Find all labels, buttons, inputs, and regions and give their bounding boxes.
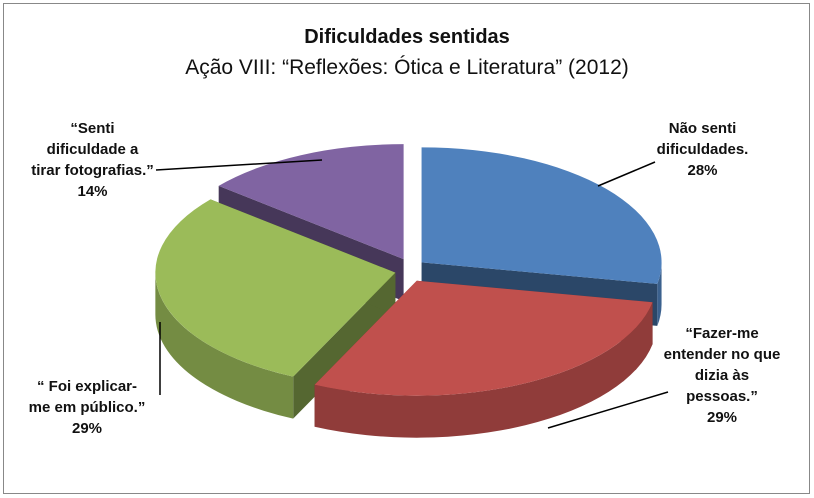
value-label: 14%: [77, 183, 108, 200]
value-label: 29%: [71, 420, 103, 437]
pie-slice: [155, 199, 396, 377]
pie-slice: [421, 147, 662, 284]
pie: [155, 144, 662, 438]
slice-outer-side: [657, 262, 662, 326]
leader-line: [597, 161, 656, 187]
pie-slice: [218, 144, 404, 260]
pie-slice: [314, 280, 653, 396]
leader-line: [547, 391, 669, 429]
data-label: “Fazer-me entender no que dizia às pesso…: [662, 323, 782, 428]
chart-subtitle: Ação VIII: “Reflexões: Ótica e Literatur…: [185, 56, 629, 79]
category-label: “Senti dificuldade a tirar fotografias.”: [31, 120, 154, 179]
leader-line: [155, 159, 323, 171]
value-label: 29%: [706, 409, 738, 426]
category-label: Não senti dificuldades.: [656, 120, 749, 158]
category-label: “ Foi explicar-me em público.”: [28, 378, 146, 416]
value-label: 28%: [687, 162, 718, 179]
data-label: “ Foi explicar-me em público.” 29%: [28, 376, 146, 439]
slice-outer-side: [314, 302, 653, 438]
category-label: “Fazer-me entender no que dizia às pesso…: [663, 325, 781, 405]
leader-lines: [155, 159, 669, 429]
data-label: “Senti dificuldade a tirar fotografias.”…: [30, 118, 155, 202]
data-label: Não senti dificuldades. 28%: [640, 118, 765, 181]
chart-title: Dificuldades sentidas: [304, 26, 510, 48]
slice-outer-side: [155, 272, 294, 419]
